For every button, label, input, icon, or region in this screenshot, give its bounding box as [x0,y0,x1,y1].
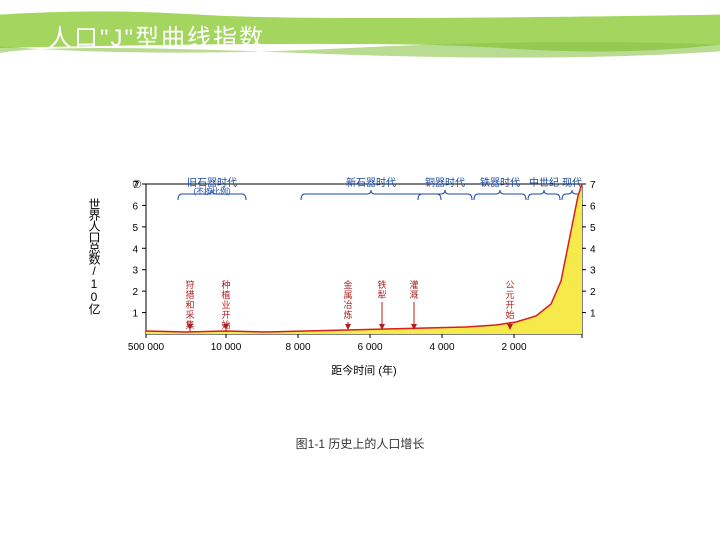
svg-text:始: 始 [505,309,514,320]
svg-text:(不按比例): (不按比例) [193,186,231,196]
svg-text:3: 3 [132,266,138,277]
svg-text:2 000: 2 000 [501,342,526,353]
svg-text:开: 开 [505,300,514,310]
svg-text:4 000: 4 000 [429,342,454,353]
svg-text:炼: 炼 [343,309,352,320]
svg-text:5: 5 [590,223,596,234]
slide-title: 人口"J"型曲线指数 [48,18,265,53]
svg-text:犁: 犁 [377,289,386,300]
svg-text:采: 采 [185,310,194,320]
svg-text:狩: 狩 [185,279,194,290]
curve-fill [146,184,582,334]
svg-text:开: 开 [221,310,230,320]
svg-text:种: 种 [221,279,230,290]
svg-text:3: 3 [590,266,596,277]
svg-text:灌: 灌 [409,279,418,290]
svg-text:7: 7 [590,180,596,191]
svg-text:10 000: 10 000 [211,342,242,353]
x-axis-label: 距今时间 (年) [331,363,396,377]
y-ticks-right: 1 2 3 4 5 6 7 [582,180,596,320]
svg-text:猎: 猎 [185,289,194,300]
svg-text:冶: 冶 [343,299,352,310]
header-banner: 人口"J"型曲线指数 [0,0,720,70]
svg-text:6: 6 [590,201,596,212]
svg-text:现代: 现代 [562,177,582,189]
svg-text:铜器时代: 铜器时代 [425,177,465,189]
svg-text:4: 4 [590,244,596,255]
svg-text:5: 5 [132,223,138,234]
svg-text:中世纪: 中世纪 [529,176,559,189]
y-ticks-left: 1234567 [132,180,146,320]
curve-group [146,184,582,334]
svg-text:植: 植 [221,289,230,300]
svg-text:铁: 铁 [377,279,386,290]
svg-text:6 000: 6 000 [357,342,382,353]
chart-svg: 旧石器时代(不按比例)新石器时代铜器时代铁器时代中世纪现代 1234567 12… [116,176,606,406]
events: 狩猎和采集种植业开始金属冶炼铁犁灌溉公元开始 [185,279,514,332]
svg-text:铁器时代: 铁器时代 [480,176,520,189]
curve-line [146,184,582,332]
svg-text:业: 业 [221,300,230,310]
svg-text:2: 2 [590,287,596,298]
svg-text:1: 1 [132,309,138,320]
svg-text:新石器时代: 新石器时代 [346,176,396,189]
svg-text:1: 1 [590,309,596,320]
chart-caption: 图1-1 历史上的人口增长 [0,435,720,452]
svg-text:500 000: 500 000 [128,342,165,353]
svg-text:4: 4 [132,244,138,255]
population-chart: 世界人口总数/10亿 旧石器时代(不按比例)新石器时代铜器时代铁器时代中世纪现代… [116,176,606,426]
svg-text:8 000: 8 000 [285,342,310,353]
y-max-circled: ⑦ [132,179,142,191]
svg-text:2: 2 [132,287,138,298]
era-braces: 旧石器时代(不按比例)新石器时代铜器时代铁器时代中世纪现代 [178,176,582,200]
svg-text:溉: 溉 [409,290,418,300]
svg-text:属: 属 [343,290,352,300]
y-axis-label: 世界人口总数/10亿 [86,198,103,314]
svg-text:公: 公 [505,280,514,290]
svg-text:金: 金 [343,279,352,290]
x-ticks: 500 000 10 000 8 000 6 000 4 000 2 000 [128,334,582,353]
svg-text:和: 和 [185,300,194,310]
svg-text:元: 元 [505,290,514,300]
svg-text:6: 6 [132,201,138,212]
